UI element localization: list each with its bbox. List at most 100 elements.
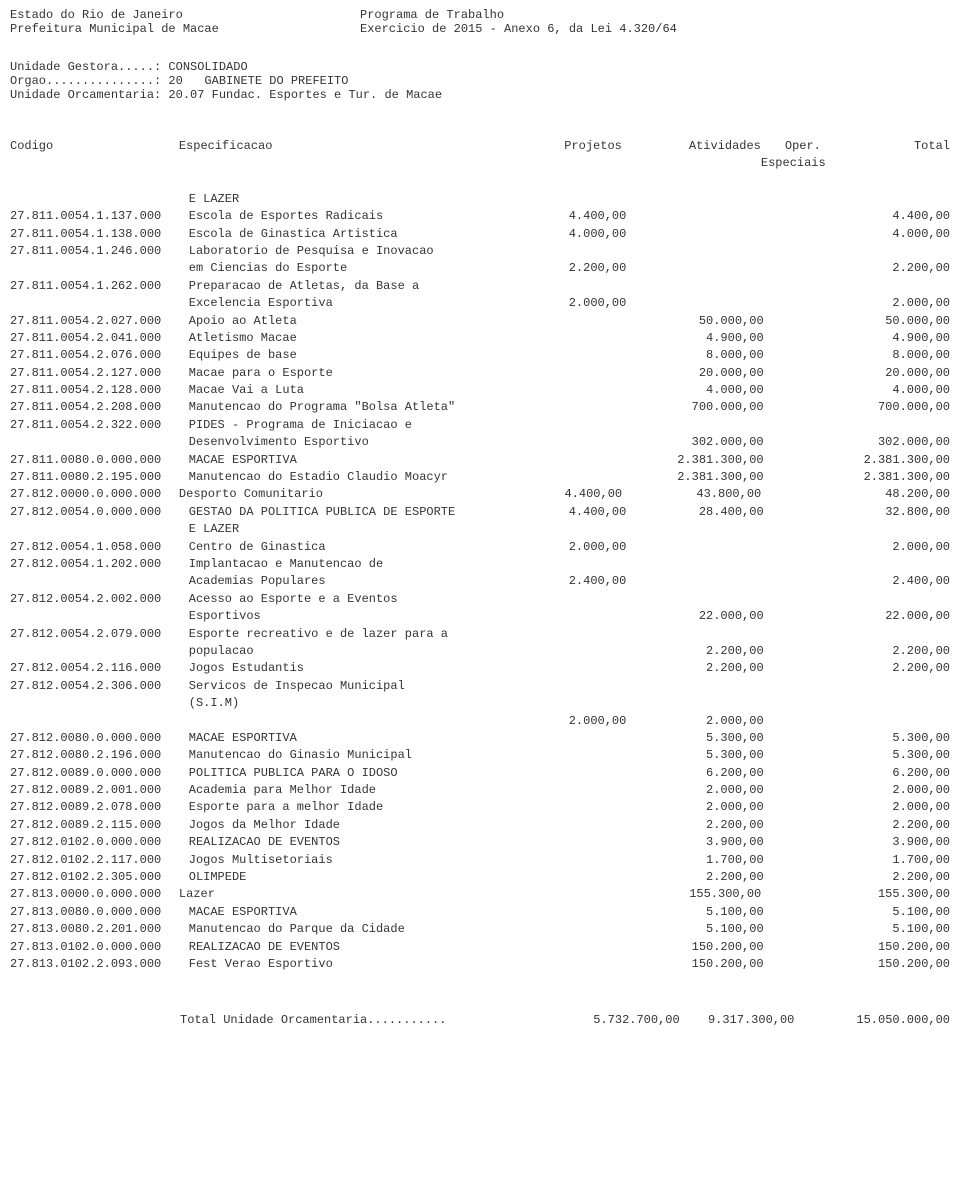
cell-codigo bbox=[10, 608, 177, 625]
table-row: 27.812.0054.2.079.000Esporte recreativo … bbox=[10, 626, 950, 643]
table-row: (S.I.M) bbox=[10, 695, 950, 712]
cell-total: 3.900,00 bbox=[822, 834, 950, 851]
cell-total: 32.800,00 bbox=[822, 504, 950, 521]
cell-especificacao: Atletismo Macae bbox=[177, 330, 509, 347]
cell-oper-especiais bbox=[764, 643, 823, 660]
cell-codigo: 27.811.0054.2.041.000 bbox=[10, 330, 177, 347]
table-row: 27.812.0102.0.000.000REALIZACAO DE EVENT… bbox=[10, 834, 950, 851]
cell-atividades bbox=[626, 695, 763, 712]
cell-oper-especiais bbox=[764, 591, 823, 608]
col-header-projetos: Projetos bbox=[503, 138, 622, 173]
cell-codigo: 27.811.0054.2.208.000 bbox=[10, 399, 177, 416]
table-row: 27.812.0054.1.202.000Implantacao e Manut… bbox=[10, 556, 950, 573]
cell-projetos: 2.200,00 bbox=[509, 260, 627, 277]
cell-projetos bbox=[509, 591, 627, 608]
cell-codigo bbox=[10, 434, 177, 451]
cell-atividades: 2.000,00 bbox=[626, 799, 763, 816]
cell-total: 8.000,00 bbox=[822, 347, 950, 364]
cell-codigo: 27.812.0054.0.000.000 bbox=[10, 504, 177, 521]
cell-oper-especiais bbox=[764, 191, 823, 208]
cell-projetos bbox=[509, 626, 627, 643]
cell-oper-especiais bbox=[764, 921, 823, 938]
cell-projetos bbox=[509, 765, 627, 782]
cell-projetos bbox=[509, 417, 627, 434]
cell-total: 5.300,00 bbox=[822, 730, 950, 747]
meta-block: Unidade Gestora.....: CONSOLIDADO Orgao.… bbox=[10, 60, 950, 102]
cell-projetos bbox=[509, 330, 627, 347]
cell-total: 5.300,00 bbox=[822, 747, 950, 764]
cell-oper-especiais bbox=[764, 452, 823, 469]
cell-atividades: 28.400,00 bbox=[626, 504, 763, 521]
cell-codigo: 27.811.0054.1.138.000 bbox=[10, 226, 177, 243]
cell-oper-especiais bbox=[764, 556, 823, 573]
table-row: 27.811.0054.1.137.000Escola de Esportes … bbox=[10, 208, 950, 225]
cell-total: 4.400,00 bbox=[822, 208, 950, 225]
cell-atividades: 5.100,00 bbox=[626, 921, 763, 938]
cell-atividades: 2.200,00 bbox=[626, 869, 763, 886]
cell-codigo: 27.811.0054.1.137.000 bbox=[10, 208, 177, 225]
cell-total bbox=[822, 591, 950, 608]
cell-oper-especiais bbox=[764, 382, 823, 399]
table-row: 27.811.0080.0.000.000MACAE ESPORTIVA2.38… bbox=[10, 452, 950, 469]
cell-total: 5.100,00 bbox=[822, 904, 950, 921]
cell-oper-especiais bbox=[764, 713, 823, 730]
table-row: 27.811.0054.1.262.000Preparacao de Atlet… bbox=[10, 278, 950, 295]
table-row: 27.811.0054.2.322.000PIDES - Programa de… bbox=[10, 417, 950, 434]
cell-atividades bbox=[626, 226, 763, 243]
table-body: E LAZER27.811.0054.1.137.000Escola de Es… bbox=[10, 191, 950, 974]
cell-oper-especiais bbox=[764, 504, 823, 521]
cell-oper-especiais bbox=[764, 799, 823, 816]
footer-spacer bbox=[794, 1013, 843, 1027]
cell-oper-especiais bbox=[764, 347, 823, 364]
cell-especificacao: POLITICA PUBLICA PARA O IDOSO bbox=[177, 765, 509, 782]
cell-especificacao: MACAE ESPORTIVA bbox=[177, 904, 509, 921]
cell-codigo bbox=[10, 573, 177, 590]
cell-especificacao: Macae Vai a Luta bbox=[177, 382, 509, 399]
cell-atividades: 150.200,00 bbox=[626, 956, 763, 973]
header-left-1: Estado do Rio de Janeiro bbox=[10, 8, 360, 22]
cell-especificacao: em Ciencias do Esporte bbox=[177, 260, 509, 277]
cell-especificacao: Esporte para a melhor Idade bbox=[177, 799, 509, 816]
cell-total bbox=[822, 243, 950, 260]
cell-atividades bbox=[626, 243, 763, 260]
cell-total: 155.300,00 bbox=[821, 886, 950, 903]
doc-header-line2: Prefeitura Municipal de Macae Exercicio … bbox=[10, 22, 950, 36]
cell-oper-especiais bbox=[764, 608, 823, 625]
cell-oper-especiais bbox=[764, 399, 823, 416]
cell-atividades bbox=[626, 278, 763, 295]
cell-especificacao: Escola de Esportes Radicais bbox=[177, 208, 509, 225]
cell-atividades bbox=[626, 573, 763, 590]
cell-codigo: 27.811.0054.2.076.000 bbox=[10, 347, 177, 364]
cell-projetos bbox=[509, 278, 627, 295]
cell-total: 150.200,00 bbox=[822, 939, 950, 956]
cell-especificacao: Fest Verao Esportivo bbox=[177, 956, 509, 973]
footer-atividades: 9.317.300,00 bbox=[680, 1013, 795, 1027]
table-row: 27.812.0054.2.306.000Servicos de Inspeca… bbox=[10, 678, 950, 695]
cell-codigo: 27.813.0102.2.093.000 bbox=[10, 956, 177, 973]
cell-projetos bbox=[509, 730, 627, 747]
cell-codigo: 27.812.0089.0.000.000 bbox=[10, 765, 177, 782]
cell-oper-especiais bbox=[764, 765, 823, 782]
budget-table: Codigo Especificacao Projetos Atividades… bbox=[10, 138, 950, 973]
table-row: Excelencia Esportiva2.000,002.000,00 bbox=[10, 295, 950, 312]
footer-total: 15.050.000,00 bbox=[844, 1013, 950, 1027]
table-row: 27.811.0054.2.027.000Apoio ao Atleta50.0… bbox=[10, 313, 950, 330]
doc-header-line1: Estado do Rio de Janeiro Programa de Tra… bbox=[10, 8, 950, 22]
cell-atividades bbox=[626, 417, 763, 434]
cell-atividades: 8.000,00 bbox=[626, 347, 763, 364]
cell-oper-especiais bbox=[764, 278, 823, 295]
cell-especificacao: OLIMPEDE bbox=[177, 869, 509, 886]
cell-codigo: 27.813.0000.0.000.000 bbox=[10, 886, 179, 903]
cell-oper-especiais bbox=[764, 521, 823, 538]
table-row: 27.812.0054.2.116.000Jogos Estudantis2.2… bbox=[10, 660, 950, 677]
cell-oper-especiais bbox=[764, 834, 823, 851]
cell-total: 2.381.300,00 bbox=[822, 452, 950, 469]
cell-projetos bbox=[509, 556, 627, 573]
cell-codigo: 27.812.0054.2.116.000 bbox=[10, 660, 177, 677]
cell-total: 2.200,00 bbox=[822, 869, 950, 886]
cell-projetos bbox=[509, 747, 627, 764]
cell-total: 2.200,00 bbox=[822, 660, 950, 677]
cell-projetos bbox=[509, 956, 627, 973]
cell-total bbox=[822, 521, 950, 538]
cell-especificacao: Jogos da Melhor Idade bbox=[177, 817, 509, 834]
